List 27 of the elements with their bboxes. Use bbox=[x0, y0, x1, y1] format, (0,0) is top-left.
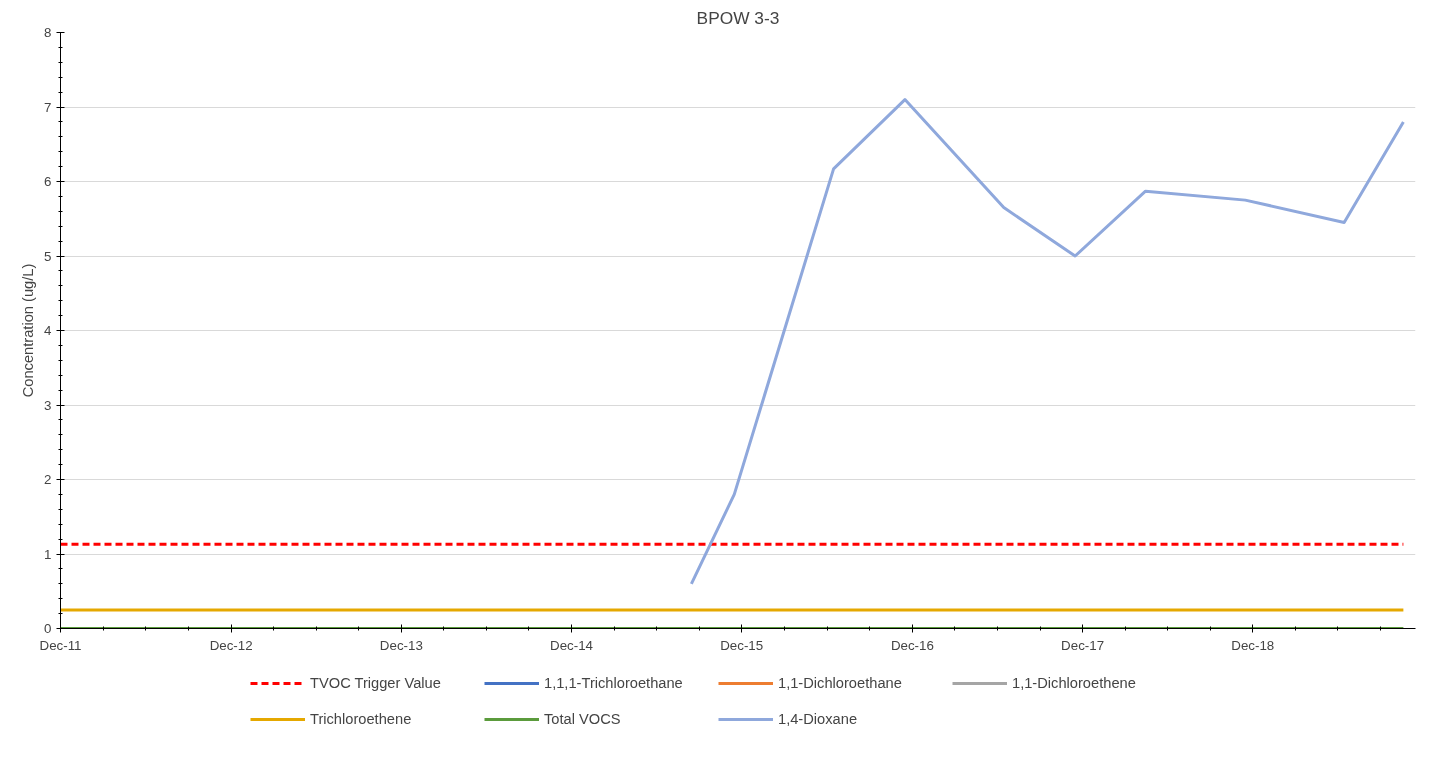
x-tick-label: Dec-14 bbox=[550, 637, 594, 653]
y-tick-label: 6 bbox=[44, 174, 52, 189]
legend-label: Trichloroethene bbox=[310, 711, 413, 727]
line-series bbox=[689, 98, 1405, 586]
x-tick-label: Dec-18 bbox=[1231, 637, 1275, 653]
y-tick-label: 1 bbox=[44, 546, 52, 562]
y-tick-label: 0 bbox=[44, 621, 52, 636]
x-tick-label: Dec-16 bbox=[890, 637, 934, 653]
y-tick-label: 8 bbox=[44, 25, 52, 40]
y-tick-label: 2 bbox=[44, 472, 52, 487]
y-tick-label: 5 bbox=[44, 248, 52, 264]
x-tick-label: Dec-15 bbox=[720, 637, 764, 653]
legend-label: TVOC Trigger Value bbox=[310, 675, 442, 691]
y-axis-title: Concentration (ug/L) bbox=[20, 263, 37, 398]
y-tick-label: 3 bbox=[44, 397, 52, 413]
x-tick-label: Dec-13 bbox=[379, 637, 423, 653]
legend-label: 1,4-Dioxane bbox=[778, 711, 859, 727]
x-tick-label: Dec-12 bbox=[209, 637, 253, 653]
legend-label: 1,1-Dichloroethene bbox=[1012, 675, 1137, 691]
y-tick-label: 7 bbox=[44, 99, 52, 115]
x-tick-label: Dec-11 bbox=[39, 637, 82, 653]
y-tick-label: 4 bbox=[44, 323, 53, 338]
legend-label: 1,1-Dichloroethane bbox=[778, 675, 903, 691]
x-tick-label: Dec-17 bbox=[1061, 637, 1105, 653]
legend-label: 1,1,1-Trichloroethane bbox=[544, 675, 684, 691]
chart-title: BPOW 3-3 bbox=[696, 7, 780, 28]
legend-label: Total VOCS bbox=[544, 711, 622, 727]
